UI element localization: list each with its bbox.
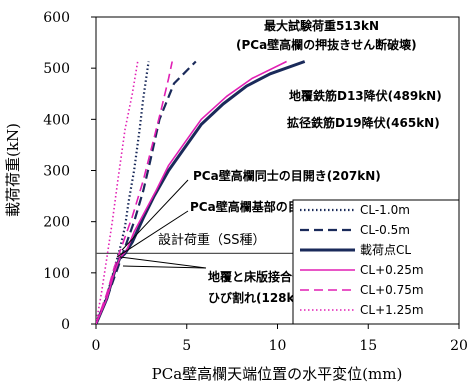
annotation-crack-2: ひび割れ(128kN)	[208, 290, 310, 305]
y-axis-title: 載荷荷重(kN)	[4, 123, 22, 217]
series-line-5	[96, 61, 173, 324]
y-tick-label: 500	[43, 61, 70, 77]
leader-crack	[119, 256, 207, 269]
y-tick-label: 200	[43, 215, 70, 231]
y-tick-label: 300	[43, 164, 70, 180]
annotation-leaders	[116, 179, 207, 269]
annotation-max-load: 最大試験荷重513kN	[264, 18, 379, 33]
design-load-label: 設計荷重（SS種）	[158, 232, 266, 248]
series-line-1	[96, 61, 150, 324]
y-tick-label: 400	[43, 112, 70, 128]
leader-open138	[116, 210, 189, 258]
y-tick-label: 100	[43, 266, 70, 282]
legend-label-1: CL-1.0m	[360, 203, 410, 217]
y-tick-label: 600	[43, 10, 70, 26]
legend: CL-1.0m CL-0.5m 載荷点CL CL+0.25m CL+0.75m CL+1.…	[292, 199, 460, 325]
legend-box	[292, 199, 460, 325]
annotation-d13-yield: 地覆鉄筋D13降伏(489kN)	[289, 88, 442, 103]
annotation-crack: 地覆と床版接合部の	[208, 269, 316, 284]
x-tick-label: 5	[182, 338, 191, 354]
annotation-max-load-note: (PCa壁高欄の押抜きせん断破壊)	[236, 37, 417, 52]
series-line-4	[96, 60, 287, 324]
x-tick-label: 0	[92, 338, 101, 354]
x-tick-label: 10	[269, 338, 287, 354]
legend-label-3: 載荷点CL	[360, 243, 411, 257]
leader-open207	[121, 179, 189, 251]
y-tick-label: 0	[61, 317, 70, 333]
annotation-d19-yield: 拡径鉄筋D19降伏(465kN)	[287, 115, 440, 130]
legend-label-2: CL-0.5m	[360, 223, 410, 237]
legend-label-5: CL+0.75m	[360, 283, 424, 297]
series-line-3	[96, 60, 306, 324]
x-tick-label: 20	[450, 338, 468, 354]
annotation-joint-opening: PCa壁高欄同士の目開き(207kN)	[193, 168, 381, 183]
legend-label-4: CL+0.25m	[360, 263, 424, 277]
x-tick-label: 15	[359, 338, 377, 354]
x-axis-title: PCa壁高欄天端位置の水平変位(mm)	[152, 365, 403, 383]
leader-crack-2	[122, 265, 207, 269]
legend-label-6: CL+1.25m	[360, 303, 424, 317]
series-line-6	[96, 61, 139, 324]
